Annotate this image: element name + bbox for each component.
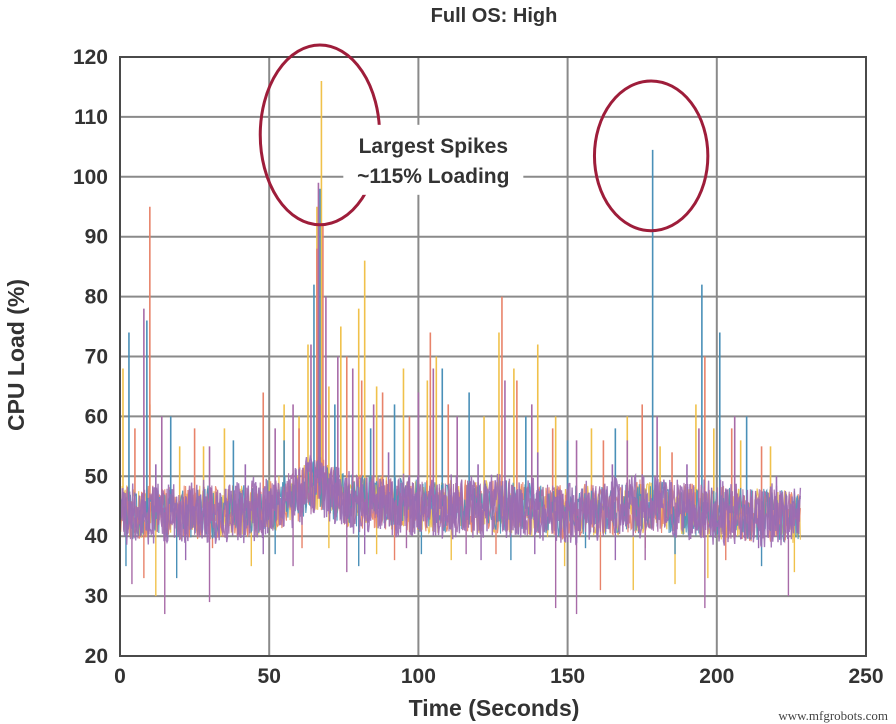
x-tick-label: 200	[699, 665, 734, 688]
x-tick-label: 150	[550, 665, 585, 688]
annotations: Largest Spikes ~115% Loading	[258, 43, 710, 233]
y-tick-label: 100	[73, 166, 108, 189]
y-tick-label: 90	[85, 226, 108, 249]
y-tick-label: 80	[85, 286, 108, 309]
y-tick-label: 30	[85, 585, 108, 608]
y-tick-label: 40	[85, 525, 108, 548]
plot-area	[119, 80, 802, 615]
y-tick-label: 70	[85, 346, 108, 369]
x-tick-label: 0	[114, 665, 126, 688]
y-tick-label: 50	[85, 465, 108, 488]
plot-frame	[119, 56, 867, 657]
axes: 20 30 40 50 60 70 80 90 100 110 120 0 50 100 150 200 250	[73, 46, 884, 688]
annotation-box	[343, 124, 524, 195]
y-tick-label: 110	[74, 106, 108, 129]
annotation-text: ~115% Loading	[357, 165, 509, 188]
y-tick-label: 20	[85, 645, 108, 668]
y-tick-label: 60	[85, 405, 108, 428]
x-tick-label: 250	[848, 665, 883, 688]
annotation-text: Largest Spikes	[359, 135, 508, 158]
watermark: www.mfgrobots.com	[778, 708, 888, 723]
x-axis-title: Time (Seconds)	[409, 695, 580, 721]
y-axis-title: CPU Load (%)	[3, 279, 29, 431]
highlight-ellipse	[592, 79, 710, 233]
x-tick-label: 50	[258, 665, 281, 688]
y-tick-label: 120	[73, 46, 108, 69]
x-tick-label: 100	[401, 665, 436, 688]
chart-title: Full OS: High	[431, 5, 558, 27]
